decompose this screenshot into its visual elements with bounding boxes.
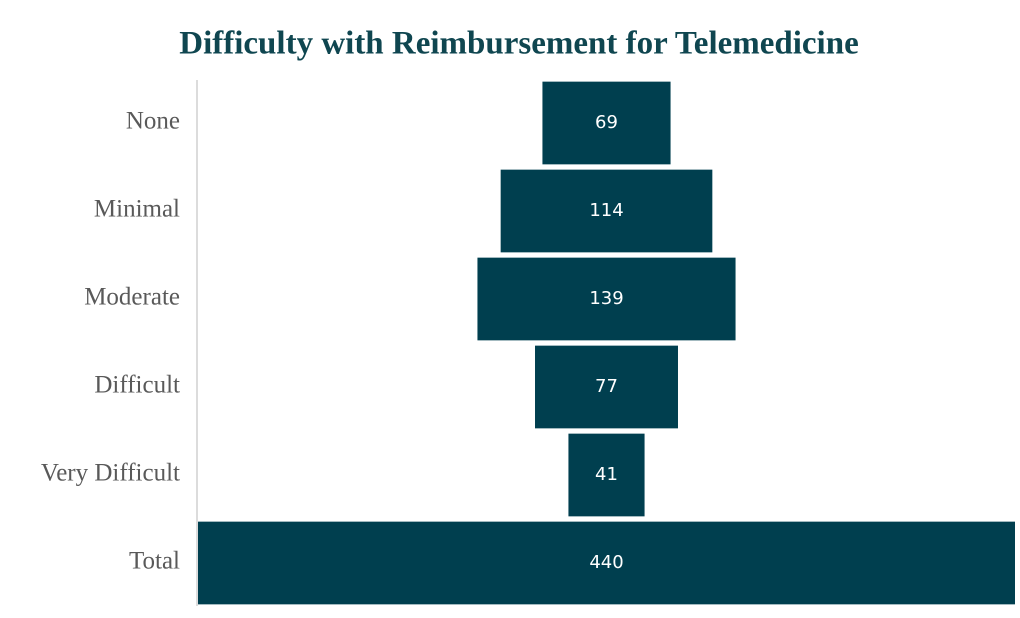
data-label: 77: [595, 376, 618, 397]
data-label: 41: [595, 464, 618, 485]
category-label: Moderate: [84, 284, 180, 311]
data-label: 114: [589, 200, 623, 221]
category-label: Very Difficult: [41, 460, 180, 487]
funnel-bar: [477, 257, 736, 341]
funnel-bar: [542, 81, 671, 165]
funnel-bar: [535, 345, 678, 429]
category-label: None: [126, 108, 180, 135]
funnel-bar: [568, 433, 645, 517]
funnel-bar: [500, 169, 713, 253]
category-label: Minimal: [94, 196, 180, 223]
data-label: 69: [595, 112, 618, 133]
category-label: Total: [129, 548, 180, 575]
data-label: 139: [589, 288, 623, 309]
chart-title: Difficulty with Reimbursement for Teleme…: [179, 26, 858, 62]
category-label: Difficult: [94, 372, 180, 399]
funnel-bar: [198, 521, 1015, 605]
data-label: 440: [589, 552, 623, 573]
